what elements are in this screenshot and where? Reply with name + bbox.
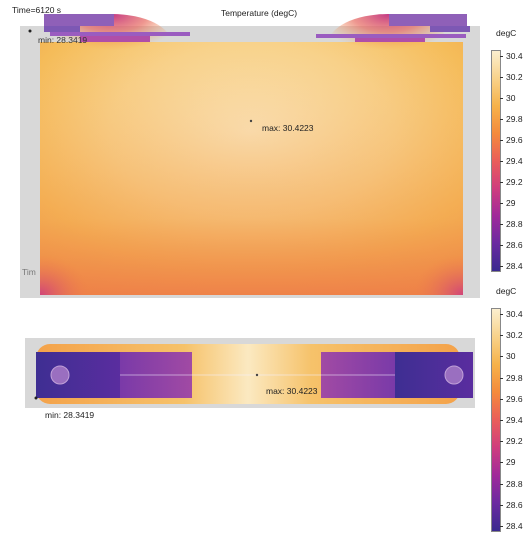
legend_top-tick-label: 29 — [506, 197, 516, 208]
top-min-label: min: 28.3419 — [38, 35, 88, 45]
left-terminal — [50, 365, 70, 385]
legend_bottom-tick-label: 29 — [506, 457, 516, 468]
legend_bottom-tick — [500, 526, 503, 527]
legend_top-tick-label: 29.2 — [506, 176, 523, 187]
legend_top-tick — [500, 56, 503, 57]
legend_top-tick-label: 29.4 — [506, 155, 523, 166]
legend_bottom-tick-label: 30.4 — [506, 308, 523, 319]
legend_top-tick — [500, 98, 503, 99]
legend_top-tick — [500, 77, 503, 78]
legend_bottom-tick — [500, 377, 503, 379]
left-tab — [44, 14, 114, 26]
legend_top-tick — [500, 161, 503, 162]
legend_top-tick-label: 28.8 — [506, 218, 523, 229]
legend-bottom: 30.4 30.2 30 29.8 29.6 29.4 29.2 29 28.8 28.6 28.4 — [491, 306, 527, 534]
legend_bottom-tick — [500, 356, 503, 358]
legend_bottom-tick — [500, 420, 503, 421]
right-tab — [389, 14, 467, 26]
legend_top-tick-label: 30.4 — [506, 50, 523, 61]
legend_top-tick — [500, 203, 503, 204]
legend_top-tick — [500, 182, 503, 183]
legend_top-tick — [500, 245, 503, 246]
legend_bottom-tick — [500, 483, 503, 485]
time-label: Time=6120 s — [12, 5, 62, 15]
legend_bottom-tick-label: 28.8 — [506, 478, 523, 489]
top-side-label: Tim — [22, 267, 36, 277]
legend_top-tick — [500, 224, 503, 225]
legend_bottom-tick — [500, 335, 503, 337]
legend_top-tick-label: 28.4 — [506, 260, 523, 271]
left-electrode — [36, 352, 120, 398]
legend-bottom-unit: degC — [496, 286, 517, 296]
legend_top-tick-label: 30.2 — [506, 71, 523, 82]
bottom-min-label: min: 28.3419 — [45, 410, 95, 420]
legend-top: 30.4 30.2 30 29.8 29.6 29.4 29.2 29 28.8 28.6 28.4 — [491, 48, 527, 273]
legend_top-tick-label: 29.6 — [506, 134, 523, 145]
bottom-plot-view[interactable] — [20, 338, 480, 448]
legend_bottom-tick-label: 29.4 — [506, 414, 523, 425]
right-terminal — [444, 365, 464, 385]
legend-top-unit: degC — [496, 28, 517, 38]
plot-title: Temperature (degC) — [221, 8, 298, 18]
bottom-max-label: max: 30.4223 — [266, 386, 318, 396]
legend_bottom-tick-label: 29.8 — [506, 372, 523, 383]
legend_bottom-tick-label: 28.6 — [506, 499, 523, 510]
legend_bottom-tick-label: 30 — [506, 351, 516, 362]
legend_top-tick-label: 28.6 — [506, 239, 523, 250]
legend_top-tick-label: 29.8 — [506, 113, 523, 124]
legend_top-tick-label: 30 — [506, 92, 516, 103]
legend_top-tick — [500, 140, 503, 141]
legend_bottom-tick-label: 29.6 — [506, 393, 523, 404]
top-max-label: max: 30.4223 — [262, 123, 314, 133]
legend_bottom-tick — [500, 398, 503, 400]
legend_bottom-tick — [500, 441, 503, 443]
legend_top-tick — [500, 266, 503, 267]
legend_top-tick — [500, 119, 503, 120]
legend_bottom-tick-label: 30.2 — [506, 329, 523, 340]
legend_bottom-tick-label: 29.2 — [506, 435, 523, 446]
legend_bottom-tick — [500, 504, 503, 506]
legend_bottom-tick — [500, 314, 503, 315]
legend_bottom-tick — [500, 462, 503, 464]
legend_bottom-tick-label: 28.4 — [506, 520, 523, 531]
top-plot-view[interactable] — [20, 14, 480, 302]
